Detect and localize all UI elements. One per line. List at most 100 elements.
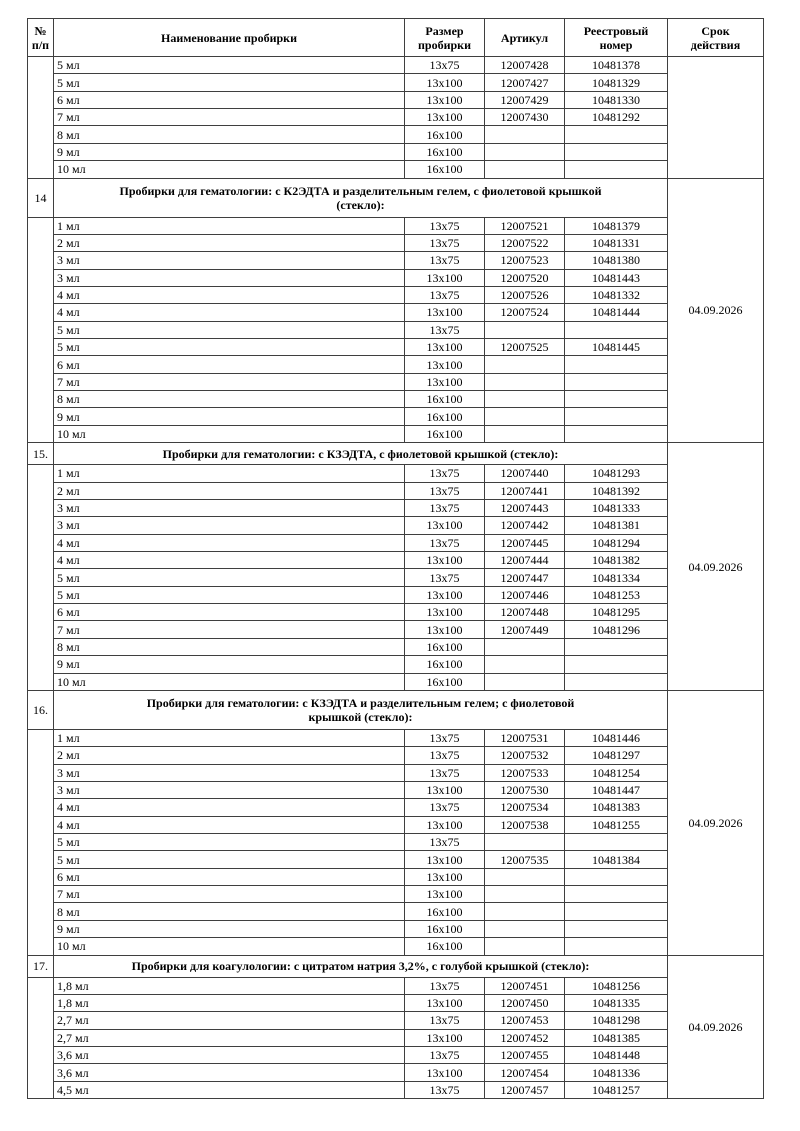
row-name-cell: 4 мл — [53, 798, 405, 817]
row-size-cell: 13x100 — [404, 780, 485, 800]
row-registry-cell — [564, 390, 668, 409]
table-row: 1 мл 13x75 12007531 10481446 — [27, 728, 764, 956]
section-number: 14 — [27, 177, 54, 218]
section-title: Пробирки для коагулологии: с цитратом на… — [53, 954, 668, 978]
row-registry-cell — [564, 372, 668, 392]
row-size-cell: 13x100 — [404, 867, 485, 887]
row-registry-cell: 10481334 — [564, 568, 668, 587]
row-article-cell: 12007452 — [484, 1028, 565, 1047]
row-name-cell: 9 мл — [53, 919, 405, 939]
row-size-cell: 13x75 — [404, 533, 485, 552]
table-row: 3 мл 13x75 12007443 10481333 — [28, 498, 764, 518]
row-name-cell: 8 мл — [53, 902, 405, 921]
row-registry-cell: 10481443 — [564, 268, 668, 287]
row-article-cell: 12007427 — [484, 73, 565, 92]
row-size-cell: 13x100 — [404, 516, 485, 535]
row-size-cell: 13x100 — [404, 73, 485, 92]
table-row: 5 мл 13x75 12007447 10481334 — [28, 568, 764, 587]
row-registry-cell: 10481292 — [564, 108, 668, 127]
section-header-row: 15. Пробирки для гематологии: с КЗЭДТА, с… — [27, 442, 764, 691]
row-article-cell: 12007446 — [484, 585, 565, 605]
row-article-cell: 12007522 — [484, 233, 565, 253]
row-article-cell — [484, 672, 565, 691]
row-size-cell: 13x75 — [404, 498, 485, 518]
row-article-cell: 12007447 — [484, 568, 565, 587]
table-row: 8 мл 16x100 — [28, 125, 764, 144]
row-registry-cell — [564, 867, 668, 887]
row-name-cell: 7 мл — [53, 620, 405, 639]
row-name-cell: 8 мл — [53, 637, 405, 657]
row-name-cell: 5 мл — [53, 338, 405, 357]
row-size-cell: 13x75 — [404, 1045, 485, 1065]
row-name-cell: 5 мл — [53, 73, 405, 92]
section-number: 16. — [27, 689, 54, 730]
row-article-cell — [484, 160, 565, 179]
row-article-cell: 12007453 — [484, 1011, 565, 1030]
row-name-cell: 6 мл — [53, 603, 405, 622]
row-name-cell: 4 мл — [53, 815, 405, 835]
row-name-cell: 5 мл — [53, 833, 405, 852]
row-article-cell — [484, 424, 565, 444]
row-name-cell: 10 мл — [53, 672, 405, 691]
table-row: 4 мл 13x100 12007524 10481444 — [28, 303, 764, 322]
row-article-cell: 12007449 — [484, 620, 565, 639]
table-row: 10 мл 16x100 — [28, 672, 764, 691]
row-name-cell: 9 мл — [53, 142, 405, 162]
row-article-cell: 12007443 — [484, 498, 565, 518]
row-size-cell: 13x100 — [404, 90, 485, 110]
row-registry-cell — [564, 919, 668, 939]
row-registry-cell: 10481383 — [564, 798, 668, 817]
row-name-cell: 9 мл — [53, 655, 405, 674]
table-row: 2,7 мл 13x100 12007452 10481385 — [28, 1028, 764, 1047]
row-name-cell: 3 мл — [53, 268, 405, 287]
row-article-cell — [484, 867, 565, 887]
row-size-cell: 13x100 — [404, 993, 485, 1013]
row-registry-cell: 10481378 — [564, 55, 668, 75]
table-row: 5 мл 13x100 12007427 10481329 — [28, 73, 764, 92]
row-size-cell: 13x75 — [404, 216, 485, 235]
row-name-cell: 5 мл — [53, 55, 405, 75]
row-article-cell: 12007526 — [484, 285, 565, 305]
col-header-article: Артикул — [484, 18, 565, 57]
row-size-cell: 13x75 — [404, 1011, 485, 1030]
section-number-spacer — [27, 56, 54, 179]
table-row: 1,8 мл 13x100 12007450 10481335 — [28, 993, 764, 1013]
row-name-cell: 4 мл — [53, 533, 405, 552]
row-name-cell: 1 мл — [53, 728, 405, 748]
row-size-cell: 16x100 — [404, 407, 485, 426]
row-registry-cell — [564, 125, 668, 144]
table-row: 3,6 мл 13x100 12007454 10481336 — [28, 1063, 764, 1082]
row-article-cell: 12007442 — [484, 516, 565, 535]
row-name-cell: 4 мл — [53, 303, 405, 322]
table-row: 3 мл 13x100 12007520 10481443 — [28, 268, 764, 287]
row-size-cell: 13x75 — [404, 1080, 485, 1100]
row-size-cell: 13x100 — [404, 268, 485, 287]
row-registry-cell — [564, 637, 668, 657]
row-name-cell: 1 мл — [53, 216, 405, 235]
row-registry-cell — [564, 937, 668, 956]
row-size-cell: 13x75 — [404, 285, 485, 305]
row-name-cell: 8 мл — [53, 390, 405, 409]
table-row: 1,8 мл 13x75 12007451 10481256 — [27, 976, 764, 1100]
row-size-cell: 16x100 — [404, 672, 485, 691]
table-row: 5 мл 13x100 12007535 10481384 — [28, 850, 764, 869]
row-registry-cell: 10481254 — [564, 763, 668, 782]
row-article-cell: 12007451 — [484, 976, 565, 995]
section-number: 17. — [27, 954, 54, 978]
row-article-cell: 12007523 — [484, 251, 565, 270]
row-article-cell — [484, 125, 565, 144]
table-row: 3 мл 13x100 12007442 10481381 — [28, 516, 764, 535]
row-size-cell: 16x100 — [404, 655, 485, 674]
section-header-row: 14 Пробирки для гематологии: с К2ЭДТА и р… — [27, 177, 764, 444]
table-row: 5 мл 13x100 12007446 10481253 — [28, 585, 764, 605]
row-name-cell: 7 мл — [53, 372, 405, 392]
row-article-cell: 12007428 — [484, 55, 565, 75]
table-row: 9 мл 16x100 — [28, 142, 764, 162]
col-header-validity: Срок действия — [667, 18, 764, 57]
table-row: 8 мл 16x100 — [28, 902, 764, 921]
row-size-cell: 13x75 — [404, 833, 485, 852]
row-article-cell — [484, 390, 565, 409]
table-body: 5 мл 13x75 12007428 10481378 5 мл 13x100 12007… — [27, 55, 764, 1100]
row-name-cell: 3 мл — [53, 516, 405, 535]
row-size-cell: 16x100 — [404, 142, 485, 162]
